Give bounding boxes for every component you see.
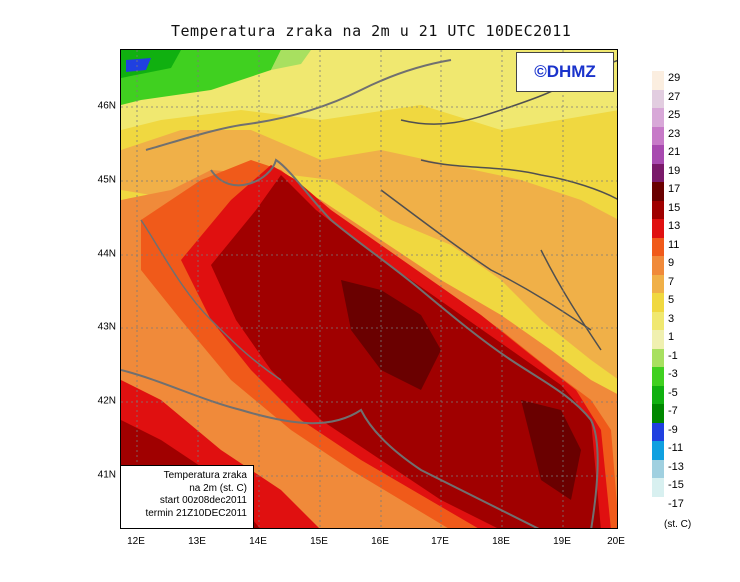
legend-label: 17 xyxy=(668,183,681,195)
legend-unit: (st. C) xyxy=(664,519,692,530)
x-tick: 13E xyxy=(188,536,206,547)
legend-swatch xyxy=(652,459,664,478)
legend-label: -11 xyxy=(668,442,684,454)
legend-label: 15 xyxy=(668,201,681,214)
legend-swatch xyxy=(652,367,664,386)
legend-label: -1 xyxy=(668,349,678,362)
x-tick: 15E xyxy=(310,536,328,547)
legend-swatch xyxy=(652,311,664,330)
legend-label: 5 xyxy=(668,294,675,306)
map-canvas xyxy=(121,50,617,528)
legend-label: 23 xyxy=(668,127,681,140)
legend-swatch xyxy=(652,256,664,275)
legend-label: 29 xyxy=(668,72,681,84)
legend-swatch xyxy=(652,108,664,127)
x-tick: 18E xyxy=(492,536,510,547)
legend-swatch xyxy=(652,330,664,349)
x-tick: 20E xyxy=(607,536,625,547)
legend-swatch xyxy=(652,200,664,219)
y-tick: 43N xyxy=(97,321,116,333)
legend-label: 13 xyxy=(668,220,681,232)
legend-label: 27 xyxy=(668,90,681,103)
legend-swatch xyxy=(652,89,664,108)
legend-swatch xyxy=(652,441,664,460)
y-tick: 44N xyxy=(97,248,116,260)
y-tick: 46N xyxy=(97,100,116,112)
legend-label: -9 xyxy=(668,423,678,436)
legend-label: 19 xyxy=(668,164,681,177)
legend-swatch xyxy=(652,237,664,256)
legend-label: 21 xyxy=(668,146,681,158)
y-tick: 42N xyxy=(97,395,116,407)
legend-swatch xyxy=(652,126,664,145)
legend-label: 3 xyxy=(668,312,675,325)
legend-swatch xyxy=(652,219,664,238)
temperature-map xyxy=(120,49,618,529)
legend-swatch xyxy=(652,404,664,423)
legend-label: -17 xyxy=(668,497,684,510)
info-line-1: Temperatura zraka xyxy=(163,470,247,481)
legend-label: -15 xyxy=(668,479,684,491)
info-box: Temperatura zraka na 2m (st. C) start 00… xyxy=(120,465,254,529)
legend-swatch xyxy=(652,145,664,164)
x-tick: 19E xyxy=(553,536,571,547)
legend-swatch xyxy=(652,293,664,312)
legend-swatch xyxy=(652,496,664,515)
legend-swatch xyxy=(652,422,664,441)
legend-swatch xyxy=(652,71,664,90)
legend-label: -13 xyxy=(668,460,684,473)
legend-label: -5 xyxy=(668,386,678,399)
legend-label: -3 xyxy=(668,368,678,380)
x-tick: 12E xyxy=(127,536,145,547)
legend-label: 11 xyxy=(668,238,680,251)
info-line-3: start 00z08dec2011 xyxy=(159,495,247,506)
legend-swatch xyxy=(652,385,664,404)
legend-label: 25 xyxy=(668,109,681,121)
legend-swatch xyxy=(652,274,664,293)
legend-swatch xyxy=(652,182,664,201)
legend-label: 9 xyxy=(668,257,675,269)
info-line-4: termin 21Z10DEC2011 xyxy=(145,507,247,519)
legend-swatch xyxy=(652,478,664,497)
info-line-2: na 2m (st. C) xyxy=(189,482,247,494)
x-tick: 14E xyxy=(249,536,267,547)
dhmz-logo: ©DHMZ xyxy=(516,52,614,92)
legend-label: 1 xyxy=(668,331,675,343)
legend-label: -7 xyxy=(668,405,678,417)
legend-swatch xyxy=(652,163,664,182)
legend-label: 7 xyxy=(668,275,675,288)
x-tick: 17E xyxy=(431,536,449,547)
legend-swatch xyxy=(652,348,664,367)
x-tick: 16E xyxy=(371,536,389,547)
y-tick: 45N xyxy=(97,174,116,186)
y-tick: 41N xyxy=(97,469,116,481)
